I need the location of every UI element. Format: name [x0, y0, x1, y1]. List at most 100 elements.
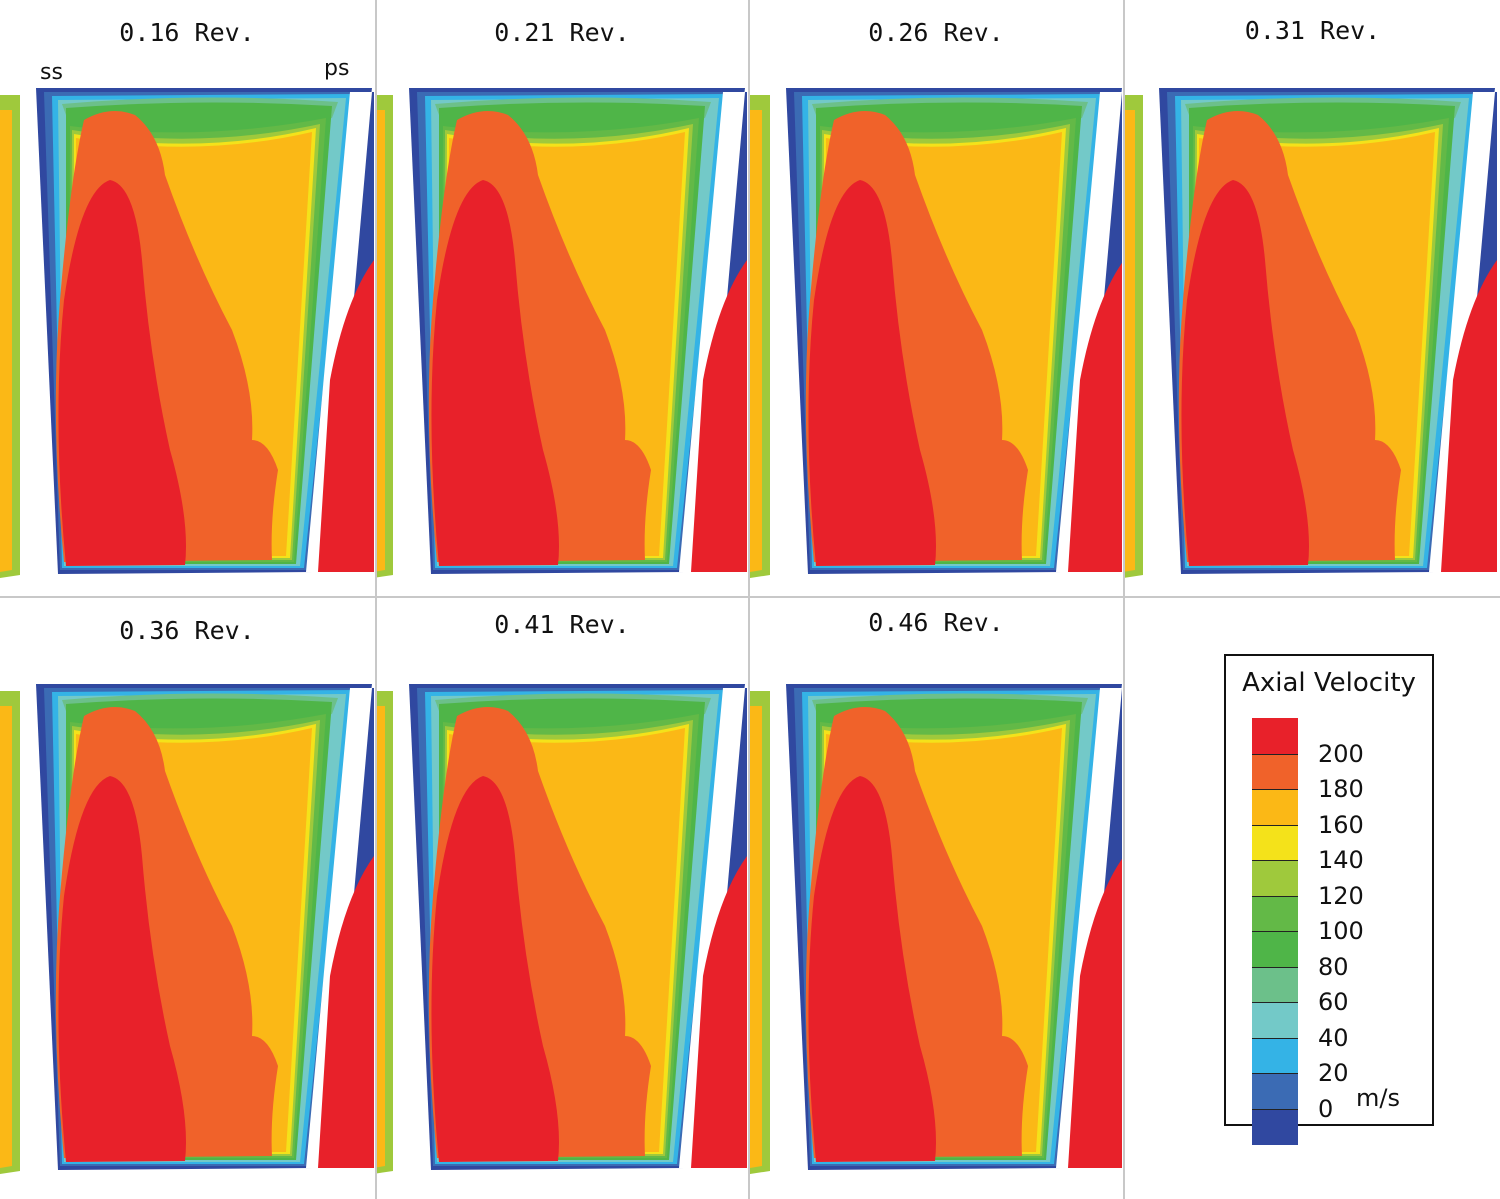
legend-color-swatch — [1252, 1108, 1298, 1145]
legend-tick — [1252, 753, 1298, 755]
panel-title: 0.46 Rev. — [868, 608, 1004, 637]
contour-core-max — [58, 180, 186, 566]
legend-tick-label: 40 — [1318, 1023, 1349, 1052]
legend-tick-label: 20 — [1318, 1059, 1349, 1087]
legend-color-swatch — [1252, 1037, 1298, 1074]
legend-tick-label: 180 — [1318, 775, 1364, 803]
contour-core-max — [431, 776, 559, 1162]
legend-title: Axial Velocity — [1242, 668, 1416, 698]
left-passage-core — [377, 110, 385, 572]
contour-panel-0: 0.16 Rev. ss ps — [0, 0, 374, 595]
blade-pressure — [306, 92, 372, 572]
contour-panel-2: 0.26 Rev. — [750, 0, 1122, 595]
blade-pressure — [679, 688, 745, 1168]
legend-tick-label: 80 — [1318, 952, 1349, 981]
contour-plot — [377, 684, 747, 1174]
left-passage-core — [377, 706, 385, 1168]
contour-core-max — [431, 180, 559, 566]
panel-separator — [1123, 0, 1125, 1199]
contour-core-max — [808, 180, 936, 566]
legend-color-swatch — [1252, 789, 1298, 825]
legend-tick-label: 0 — [1318, 1094, 1334, 1123]
panel-title: 0.16 Rev. — [119, 18, 255, 47]
contour-panel-5: 0.41 Rev. — [377, 598, 747, 1199]
legend-tick — [1252, 931, 1298, 932]
contour-core-max — [808, 776, 936, 1162]
contour-plot — [0, 88, 374, 578]
suction-side-label: ss — [40, 60, 63, 85]
legend-unit: m/s — [1356, 1084, 1400, 1112]
left-passage-core — [0, 110, 12, 572]
blade-suction — [1143, 92, 1181, 578]
legend-tick — [1252, 966, 1298, 968]
contour-plot — [750, 88, 1122, 578]
blade-suction — [20, 688, 58, 1174]
blade-pressure — [306, 688, 372, 1168]
blade-suction — [770, 688, 808, 1174]
legend-tick — [1252, 1002, 1298, 1003]
legend-color-swatch — [1252, 895, 1298, 932]
panel-title: 0.41 Rev. — [494, 610, 630, 639]
pressure-side-label: ps — [324, 56, 350, 81]
legend-tick — [1252, 1073, 1298, 1074]
blade-pressure — [679, 92, 745, 572]
panel-title: 0.26 Rev. — [868, 18, 1004, 47]
legend-colorbar — [1252, 718, 1298, 1145]
blade-suction — [20, 92, 58, 578]
panel-title: 0.21 Rev. — [494, 18, 630, 47]
right-passage-core — [691, 856, 747, 1168]
legend-tick-label: 120 — [1318, 881, 1364, 910]
contour-plot — [377, 88, 747, 578]
legend-tick — [1252, 1108, 1298, 1110]
legend-tick — [1252, 895, 1298, 897]
blade-suction — [770, 92, 808, 578]
left-passage-core — [0, 706, 12, 1168]
legend-tick-label: 200 — [1318, 739, 1364, 768]
panel-separator — [375, 0, 377, 1199]
blade-pressure — [1056, 688, 1122, 1168]
legend-tick-label: 140 — [1318, 846, 1364, 874]
right-passage-core — [318, 260, 374, 572]
legend-tick-label: 100 — [1318, 917, 1364, 945]
legend-tick — [1252, 860, 1298, 861]
left-passage-core — [750, 110, 762, 572]
right-passage-core — [1068, 858, 1122, 1168]
panel-separator — [0, 596, 1500, 598]
blade-pressure — [1429, 92, 1495, 572]
legend-tick-label: 160 — [1318, 810, 1364, 839]
right-passage-core — [1441, 260, 1497, 572]
color-legend: Axial Velocity 200 180 160 140 120 100 80 60 40 2… — [1224, 654, 1434, 1145]
contour-panel-3: 0.31 Rev. — [1125, 0, 1500, 595]
right-passage-core — [318, 856, 374, 1168]
left-passage-core — [750, 706, 762, 1168]
contour-panel-6: 0.46 Rev. — [750, 598, 1122, 1199]
legend-color-swatch — [1252, 931, 1298, 967]
legend-color-swatch — [1252, 966, 1298, 1003]
legend-tick — [1252, 789, 1298, 790]
legend-color-swatch — [1252, 718, 1298, 754]
blade-pressure — [1056, 92, 1122, 572]
legend-color-swatch — [1252, 824, 1298, 861]
blade-suction — [393, 688, 431, 1174]
right-passage-core — [691, 260, 747, 572]
legend-color-swatch — [1252, 753, 1298, 790]
contour-core-max — [1181, 180, 1309, 566]
contour-core-max — [58, 776, 186, 1162]
legend-tick — [1252, 1037, 1298, 1039]
contour-plot — [0, 684, 374, 1174]
blade-suction — [393, 92, 431, 578]
panel-title: 0.36 Rev. — [119, 616, 255, 645]
contour-plot — [750, 684, 1122, 1174]
right-passage-core — [1068, 262, 1122, 572]
legend-color-swatch — [1252, 1073, 1298, 1109]
contour-plot — [1125, 88, 1497, 578]
left-passage-core — [1125, 110, 1135, 572]
contour-panel-4: 0.36 Rev. — [0, 598, 374, 1199]
legend-color-swatch — [1252, 1002, 1298, 1038]
panel-title: 0.31 Rev. — [1244, 16, 1381, 45]
legend-tick — [1252, 824, 1298, 826]
panel-separator — [748, 0, 750, 1199]
contour-panel-1: 0.21 Rev. — [377, 0, 747, 595]
legend-color-swatch — [1252, 860, 1298, 896]
legend-tick-label: 60 — [1318, 988, 1349, 1016]
